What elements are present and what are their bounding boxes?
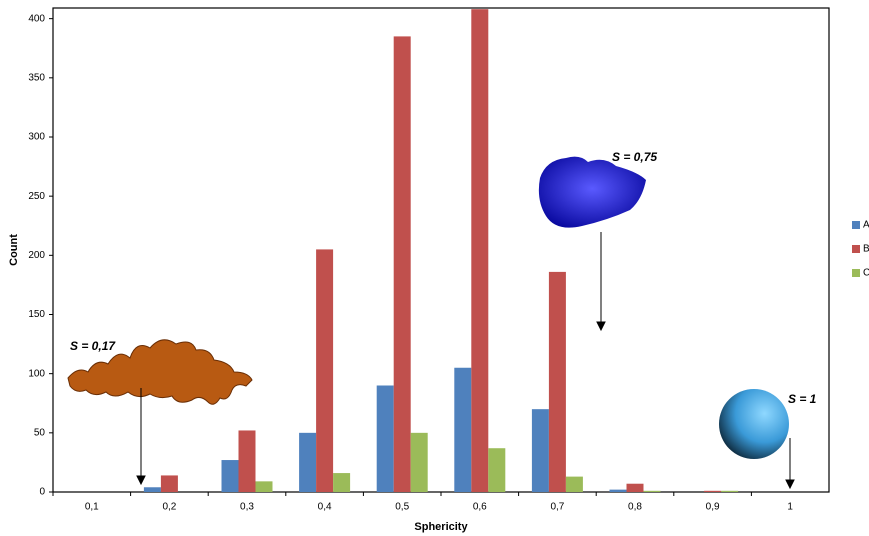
bar [644,491,661,492]
x-tick-label: 0,7 [550,502,564,513]
legend-swatch [852,245,860,253]
bar [316,249,333,492]
x-tick-label: 0,3 [240,502,254,513]
bar [239,430,256,492]
legend-swatch [852,221,860,229]
y-tick-label: 0 [39,487,45,498]
y-tick-label: 100 [28,368,45,379]
bar [256,481,273,492]
x-tick-label: 0,5 [395,502,409,513]
x-tick-label: 0,4 [318,502,332,513]
x-tick-label: 0,6 [473,502,487,513]
y-tick-label: 200 [28,250,45,261]
legend-label: C [863,268,869,279]
bar [488,448,505,492]
y-tick-label: 300 [28,132,45,143]
legend-label: B [863,244,869,255]
y-tick-label: 350 [28,72,45,83]
bar [222,460,239,492]
shape-sphere [719,389,789,459]
x-tick-label: 0,1 [85,502,99,513]
bar [704,491,721,492]
annotation: S = 0,17 [70,339,116,353]
legend-swatch [852,269,860,277]
bar [411,433,428,492]
shape-ellipsoid [539,157,646,228]
chart: Count Sphericity S = 0,17 S = 0,75 S = 1… [0,0,869,536]
bar [161,475,178,492]
plot-frame [53,8,829,492]
y-tick-label: 250 [28,191,45,202]
x-tick-label: 0,2 [162,502,176,513]
bar [394,36,411,492]
bar [299,433,316,492]
x-tick-label: 1 [787,502,793,513]
bar [333,473,350,492]
bar [377,385,394,492]
x-axis-title: Sphericity [414,521,468,533]
y-tick-label: 400 [28,13,45,24]
legend-label: A [863,220,869,231]
bar [454,368,471,492]
bar [627,484,644,492]
y-tick-label: 50 [34,427,46,438]
bar [610,490,627,492]
bar [532,409,549,492]
annotation: S = 0,75 [612,150,657,164]
bar [566,477,583,492]
x-tick-label: 0,9 [706,502,720,513]
annotation: S = 1 [788,392,817,406]
page: {"chart_data": {"type": "bar", "x_label"… [0,0,869,536]
bar [144,487,161,492]
y-axis-title: Count [8,234,20,266]
bar [549,272,566,492]
y-tick-label: 150 [28,309,45,320]
x-tick-label: 0,8 [628,502,642,513]
bar [471,9,488,492]
bar [721,491,738,492]
